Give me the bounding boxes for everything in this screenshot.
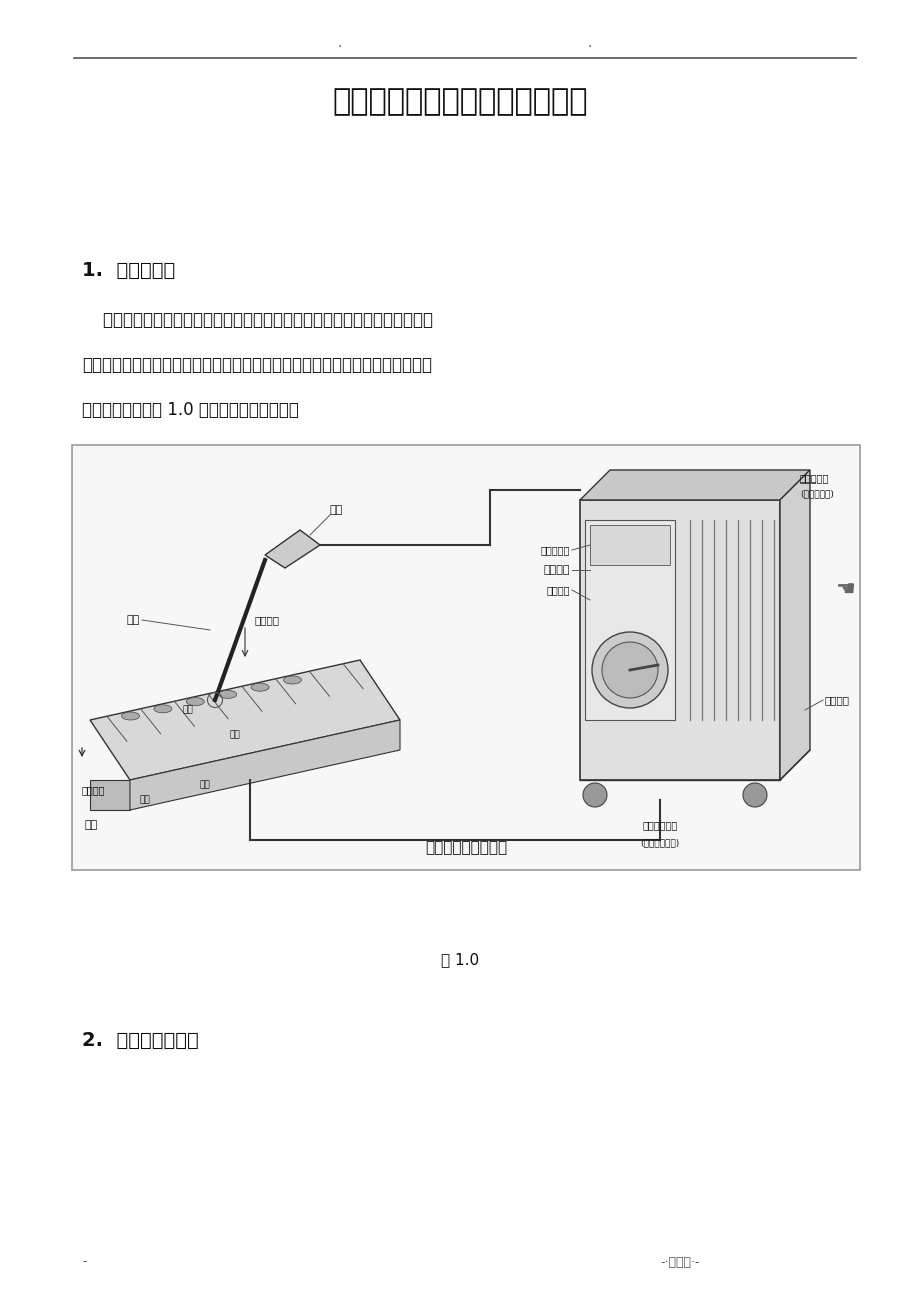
Ellipse shape (186, 698, 204, 706)
Polygon shape (779, 470, 809, 780)
Text: 焊钳: 焊钳 (330, 505, 343, 516)
Text: 焊机输入端: 焊机输入端 (800, 473, 828, 483)
Ellipse shape (121, 712, 140, 720)
Text: 手工电弧焊也叫焊条电弧焊是用手工操纵焊条进展焊接的电弧焊方法。它利: 手工电弧焊也叫焊条电弧焊是用手工操纵焊条进展焊接的电弧焊方法。它利 (82, 311, 433, 329)
Text: 焊条: 焊条 (127, 615, 140, 625)
Text: (接外接电源): (接外接电源) (800, 490, 833, 499)
Text: 焊接电源两极: 焊接电源两极 (641, 820, 677, 829)
Text: 图 1.0: 图 1.0 (440, 953, 479, 967)
Text: 调节手柄: 调节手柄 (546, 585, 570, 595)
Text: 用焊条与焊件之间建立起来的稳定燃烧的电弧，使焊条和焊件熔化，从而获得结: 用焊条与焊件之间建立起来的稳定燃烧的电弧，使焊条和焊件熔化，从而获得结 (82, 355, 432, 374)
Ellipse shape (283, 676, 301, 684)
Text: 实的焊接接头。图 1.0 为手工电弧焊示意图。: 实的焊接接头。图 1.0 为手工电弧焊示意图。 (82, 401, 299, 419)
Text: 进给方向: 进给方向 (255, 615, 279, 625)
Text: 焊渣: 焊渣 (199, 780, 210, 789)
Text: 接地螺栓: 接地螺栓 (824, 695, 849, 704)
Polygon shape (130, 720, 400, 810)
Text: 电流指示器: 电流指示器 (540, 546, 570, 555)
Ellipse shape (219, 690, 236, 698)
Text: 焊接方向: 焊接方向 (82, 785, 106, 796)
Polygon shape (90, 660, 400, 780)
Text: 电弧: 电弧 (183, 706, 193, 715)
Bar (579, 500, 779, 780)
Text: ·: · (587, 40, 592, 53)
Text: 焊件: 焊件 (85, 820, 98, 829)
Text: ·: · (337, 40, 342, 53)
Polygon shape (90, 780, 130, 810)
Polygon shape (265, 530, 320, 568)
Bar (589, 525, 669, 565)
Text: 钢构造手工电弧焊焊接技能培训: 钢构造手工电弧焊焊接技能培训 (332, 87, 587, 116)
Ellipse shape (251, 684, 269, 691)
Circle shape (601, 642, 657, 698)
Text: -: - (82, 1255, 86, 1268)
Bar (584, 519, 675, 720)
Text: 1.  手工电弧焊: 1. 手工电弧焊 (82, 260, 175, 280)
Circle shape (743, 783, 766, 807)
Text: ☚: ☚ (834, 579, 854, 600)
Text: (焊接件和焊条): (焊接件和焊条) (640, 838, 679, 848)
Text: 手工电弧焊原理展示: 手工电弧焊原理展示 (425, 841, 506, 855)
Circle shape (583, 783, 607, 807)
Ellipse shape (153, 704, 172, 712)
Text: 熔池: 熔池 (230, 730, 240, 740)
Text: 焊机铭牌: 焊机铭牌 (543, 565, 570, 575)
Text: -·可修编·-: -·可修编·- (659, 1255, 698, 1268)
Text: 2.  手工电弧焊特点: 2. 手工电弧焊特点 (82, 1030, 199, 1049)
Text: 焊缝: 焊缝 (140, 796, 151, 805)
Circle shape (591, 631, 667, 708)
Polygon shape (579, 470, 809, 500)
Bar (72, 445, 859, 870)
